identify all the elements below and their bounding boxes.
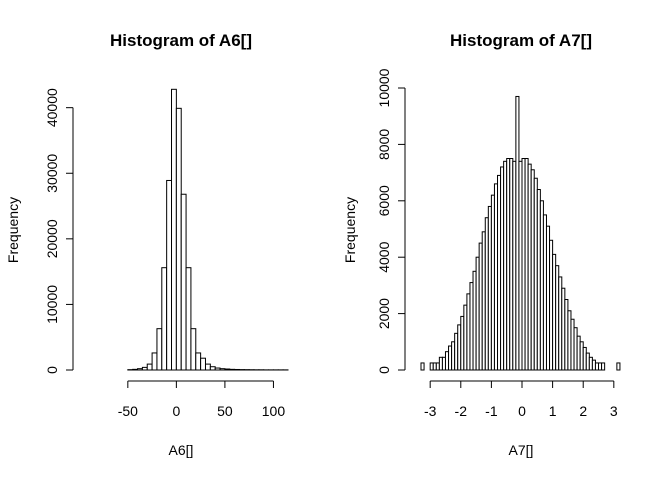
- histogram-bar: [234, 368, 240, 371]
- histogram-bar: [420, 362, 425, 371]
- bars: [420, 95, 621, 371]
- histogram-bar: [161, 267, 168, 371]
- chart-title: Histogram of A6[]: [110, 31, 252, 50]
- y-tick-label: 2000: [376, 298, 392, 329]
- x-tick-label: -3: [424, 403, 437, 419]
- x-tick-label: 0: [518, 403, 526, 419]
- histogram-bar: [229, 368, 236, 371]
- y-tick-label: 8000: [376, 129, 392, 160]
- histogram-bar: [204, 363, 211, 371]
- x-tick-label: 0: [172, 403, 180, 419]
- x-tick-label: 1: [549, 403, 557, 419]
- histogram-bar: [141, 366, 148, 371]
- y-axis: 0 10000 20000 30000 40000: [44, 88, 74, 374]
- x-tick-label: -50: [118, 403, 138, 419]
- histogram-bar: [166, 179, 173, 371]
- y-axis-label: Frequency: [342, 197, 358, 263]
- histogram-bar: [190, 328, 197, 371]
- histogram-a7-panel: Histogram of A7[] A7[] Frequency -3 -2 -1 0…: [342, 31, 621, 458]
- x-tick-label: -1: [485, 403, 498, 419]
- x-tick-label: 3: [610, 403, 618, 419]
- histogram-bar: [180, 193, 187, 371]
- x-tick-label: -2: [455, 403, 468, 419]
- y-tick-label: 10000: [44, 285, 60, 324]
- y-tick-label: 6000: [376, 185, 392, 216]
- y-tick-label: 0: [44, 366, 60, 374]
- x-axis-label: A7[]: [509, 442, 534, 458]
- histogram-a6-panel: Histogram of A6[] A6[] Frequency -50 0 50 1…: [5, 31, 289, 458]
- histogram-bar: [185, 267, 192, 371]
- histogram-bar: [601, 362, 606, 371]
- x-axis: -50 0 50 100: [118, 380, 286, 419]
- histogram-bar: [146, 363, 153, 371]
- x-tick-label: 100: [262, 403, 286, 419]
- y-tick-label: 40000: [44, 88, 60, 127]
- x-axis: -3 -2 -1 0 1 2 3: [424, 380, 618, 419]
- x-axis-label: A6[]: [169, 442, 194, 458]
- y-tick-label: 4000: [376, 241, 392, 272]
- histogram-bar: [171, 88, 177, 371]
- histogram-bar: [224, 368, 231, 371]
- histogram-bar: [200, 357, 206, 371]
- histogram-bar: [175, 107, 182, 371]
- histogram-bar: [132, 368, 139, 371]
- histogram-bar: [195, 352, 202, 371]
- histogram-bar: [151, 352, 158, 371]
- y-tick-label: 0: [376, 366, 392, 374]
- x-tick-label: 50: [217, 403, 233, 419]
- histogram-bar: [156, 328, 163, 371]
- y-tick-label: 20000: [44, 219, 60, 258]
- chart-title: Histogram of A7[]: [450, 31, 592, 50]
- y-tick-label: 10000: [376, 68, 392, 107]
- histogram-bar: [209, 366, 216, 371]
- y-tick-label: 30000: [44, 154, 60, 193]
- y-axis-label: Frequency: [5, 197, 21, 263]
- histogram-bar: [214, 367, 221, 371]
- histogram-bar: [137, 368, 143, 371]
- x-tick-label: 2: [579, 403, 587, 419]
- histogram-bar: [616, 362, 621, 371]
- histogram-bar: [219, 368, 226, 371]
- y-axis: 0 2000 4000 6000 8000 10000: [376, 68, 406, 374]
- bars: [127, 88, 289, 371]
